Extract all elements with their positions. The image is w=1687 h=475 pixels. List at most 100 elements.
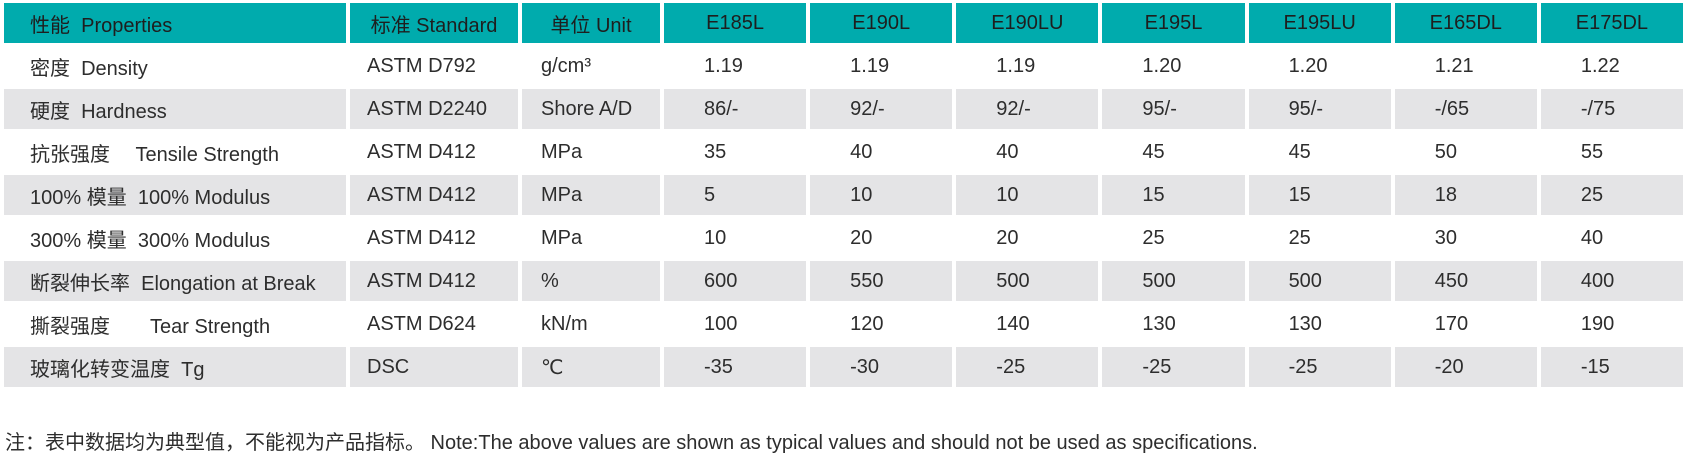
standard-cell: ASTM D792 <box>350 46 518 86</box>
value-cell: 40 <box>810 132 953 172</box>
value-cell: 40 <box>1540 218 1683 258</box>
value-cell: 400 <box>1540 261 1683 301</box>
value-cell: 500 <box>956 261 1099 301</box>
property-cell: 硬度 Hardness <box>4 89 346 129</box>
value-cell: 130 <box>1102 304 1245 344</box>
value-cell: 25 <box>1102 218 1245 258</box>
table-body: 密度 Density ASTM D792 g/cm³ 1.19 1.19 1.19 1.20… <box>4 46 1683 387</box>
value-cell: 92/- <box>956 89 1099 129</box>
standard-cell: ASTM D412 <box>350 132 518 172</box>
standard-cell: ASTM D412 <box>350 261 518 301</box>
value-cell: 10 <box>956 175 1099 215</box>
unit-cell: ℃ <box>522 347 660 387</box>
value-cell: 18 <box>1394 175 1537 215</box>
unit-cell: kN/m <box>522 304 660 344</box>
value-cell: 500 <box>1248 261 1391 301</box>
value-cell: 1.21 <box>1394 46 1537 86</box>
value-cell: 95/- <box>1248 89 1391 129</box>
value-cell: -35 <box>664 347 807 387</box>
column-header-standard: 标准 Standard <box>350 3 518 43</box>
value-cell: -15 <box>1540 347 1683 387</box>
value-cell: 86/- <box>664 89 807 129</box>
property-cell: 密度 Density <box>4 46 346 86</box>
standard-cell: DSC <box>350 347 518 387</box>
table-row: 断裂伸长率 Elongation at Break ASTM D412% 600 55… <box>4 261 1683 301</box>
value-cell: 45 <box>1248 132 1391 172</box>
value-cell: 15 <box>1248 175 1391 215</box>
value-cell: 20 <box>956 218 1099 258</box>
value-cell: 30 <box>1394 218 1537 258</box>
value-cell: 500 <box>1102 261 1245 301</box>
table-row: 300% 模量 300% Modulus ASTM D412 MPa 10 20 20 25… <box>4 218 1683 258</box>
value-cell: 1.20 <box>1102 46 1245 86</box>
property-cell: 撕裂强度 Tear Strength <box>4 304 346 344</box>
column-header-properties: 性能 Properties <box>4 3 346 43</box>
value-cell: -25 <box>956 347 1099 387</box>
value-cell: 140 <box>956 304 1099 344</box>
property-cell: 100% 模量 100% Modulus <box>4 175 346 215</box>
column-header-unit: 单位 Unit <box>522 3 660 43</box>
table-row: 玻璃化转变温度 Tg DSC ℃ -35 -30 -25 -25 -25 -20 -15 <box>4 347 1683 387</box>
value-cell: 130 <box>1248 304 1391 344</box>
unit-cell: g/cm³ <box>522 46 660 86</box>
property-cell: 300% 模量 300% Modulus <box>4 218 346 258</box>
value-cell: 15 <box>1102 175 1245 215</box>
value-cell: 20 <box>810 218 953 258</box>
property-cell: 玻璃化转变温度 Tg <box>4 347 346 387</box>
table-row: 100% 模量 100% Modulus ASTM D412 MPa 5 10 10 15 1… <box>4 175 1683 215</box>
value-cell: 10 <box>664 218 807 258</box>
value-cell: 170 <box>1394 304 1537 344</box>
table-row: 硬度 Hardness ASTM D2240 Shore A/D 86/- 92/- 92… <box>4 89 1683 129</box>
value-cell: 190 <box>1540 304 1683 344</box>
standard-cell: ASTM D624 <box>350 304 518 344</box>
value-cell: 10 <box>810 175 953 215</box>
value-cell: -20 <box>1394 347 1537 387</box>
column-header-grade: E195LU <box>1248 3 1391 43</box>
standard-cell: ASTM D412 <box>350 218 518 258</box>
value-cell: 100 <box>664 304 807 344</box>
value-cell: 450 <box>1394 261 1537 301</box>
value-cell: 45 <box>1102 132 1245 172</box>
table-header-row: 性能 Properties 标准 Standard 单位 Unit E185L E190… <box>4 3 1683 43</box>
value-cell: 1.19 <box>664 46 807 86</box>
column-header-grade: E190LU <box>956 3 1099 43</box>
value-cell: -/75 <box>1540 89 1683 129</box>
property-cell: 断裂伸长率 Elongation at Break <box>4 261 346 301</box>
column-header-grade: E165DL <box>1394 3 1537 43</box>
unit-cell: MPa <box>522 218 660 258</box>
value-cell: 25 <box>1248 218 1391 258</box>
value-cell: 55 <box>1540 132 1683 172</box>
unit-cell: Shore A/D <box>522 89 660 129</box>
table-row: 撕裂强度 Tear Strength ASTM D624 kN/m 100 120 140… <box>4 304 1683 344</box>
value-cell: 35 <box>664 132 807 172</box>
value-cell: 1.19 <box>810 46 953 86</box>
column-header-grade: E185L <box>664 3 807 43</box>
properties-table: 性能 Properties 标准 Standard 单位 Unit E185L E190… <box>4 3 1683 387</box>
column-header-grade: E175DL <box>1540 3 1683 43</box>
table-row: 密度 Density ASTM D792 g/cm³ 1.19 1.19 1.19 1.20… <box>4 46 1683 86</box>
value-cell: 5 <box>664 175 807 215</box>
value-cell: 550 <box>810 261 953 301</box>
value-cell: 1.22 <box>1540 46 1683 86</box>
value-cell: 25 <box>1540 175 1683 215</box>
standard-cell: ASTM D2240 <box>350 89 518 129</box>
unit-cell: MPa <box>522 132 660 172</box>
value-cell: 600 <box>664 261 807 301</box>
table-row: 抗张强度 Tensile Strength ASTM D412 MPa 35 40 40 4… <box>4 132 1683 172</box>
value-cell: 1.20 <box>1248 46 1391 86</box>
value-cell: -/65 <box>1394 89 1537 129</box>
value-cell: 95/- <box>1102 89 1245 129</box>
value-cell: -25 <box>1102 347 1245 387</box>
value-cell: -30 <box>810 347 953 387</box>
value-cell: 50 <box>1394 132 1537 172</box>
property-cell: 抗张强度 Tensile Strength <box>4 132 346 172</box>
column-header-grade: E195L <box>1102 3 1245 43</box>
column-header-grade: E190L <box>810 3 953 43</box>
footnote: 注：表中数据均为典型值，不能视为产品指标。 Note:The above val… <box>5 432 1258 454</box>
unit-cell: % <box>522 261 660 301</box>
value-cell: 1.19 <box>956 46 1099 86</box>
value-cell: 92/- <box>810 89 953 129</box>
value-cell: 40 <box>956 132 1099 172</box>
value-cell: 120 <box>810 304 953 344</box>
